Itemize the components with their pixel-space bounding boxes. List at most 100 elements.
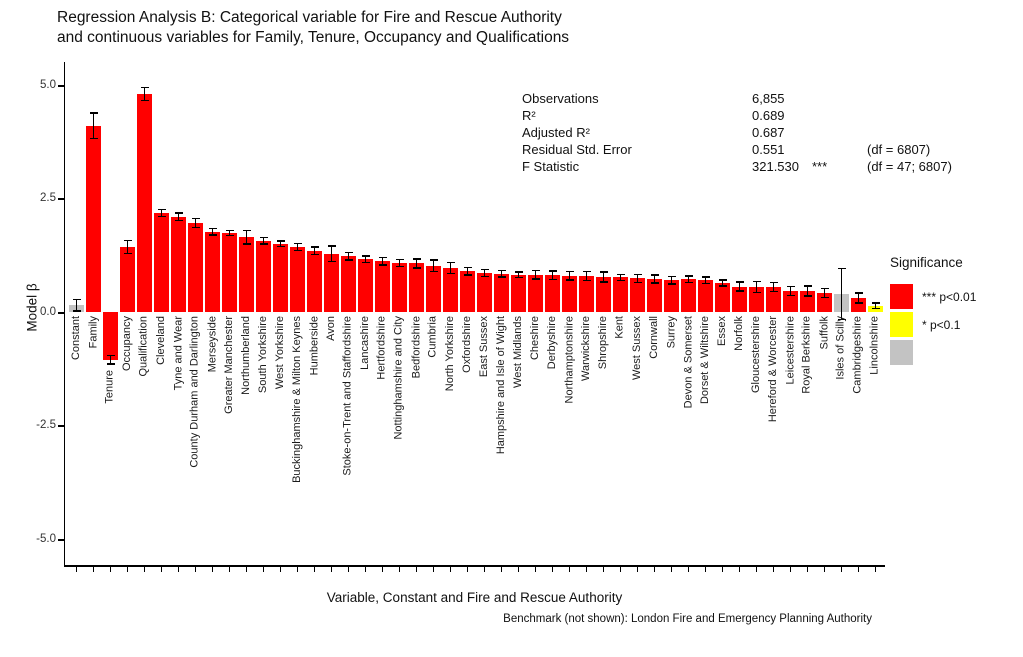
- x-tick-mark: [823, 566, 826, 572]
- bar-label: Nottinghamshire and City: [393, 316, 405, 440]
- x-tick-mark: [194, 566, 197, 572]
- bar-label: Humberside: [308, 316, 320, 376]
- error-bar-cap: [667, 283, 676, 285]
- bar: [494, 273, 509, 312]
- legend-title: Significance: [890, 255, 963, 270]
- stat-value: 321.530: [752, 159, 799, 174]
- bar-label: North Yorkshire: [444, 316, 456, 392]
- bar: [256, 240, 271, 312]
- error-bar-cap: [735, 281, 744, 283]
- bar-label: Devon & Somerset: [682, 316, 694, 409]
- error-bar-cap: [242, 229, 251, 232]
- bar: [664, 280, 679, 312]
- x-tick-mark: [398, 566, 401, 572]
- error-bar-line: [143, 87, 146, 101]
- bar: [358, 259, 373, 312]
- legend-swatch-yellow: [890, 312, 913, 337]
- error-bar-cap: [344, 251, 353, 254]
- error-bar-cap: [718, 279, 727, 281]
- bar-label: Suffolk: [818, 316, 830, 350]
- error-bar-cap: [463, 266, 472, 269]
- bar: [443, 267, 458, 312]
- error-bar-cap: [361, 255, 370, 257]
- benchmark-caption: Benchmark (not shown): London Fire and E…: [503, 613, 872, 625]
- error-bar-cap: [327, 245, 336, 247]
- error-bar-cap: [140, 99, 149, 102]
- x-tick-mark: [92, 566, 95, 572]
- error-bar-line: [262, 237, 265, 244]
- bar: [205, 231, 220, 312]
- x-tick-mark: [177, 566, 180, 572]
- x-tick-mark: [415, 566, 418, 572]
- error-bar-line: [687, 276, 690, 283]
- x-tick-mark: [330, 566, 333, 572]
- error-bar-cap: [599, 271, 608, 273]
- bar-label: Northamptonshire: [563, 316, 575, 404]
- stat-label: Residual Std. Error: [522, 142, 632, 157]
- bar: [562, 275, 577, 312]
- error-bar-cap: [242, 243, 251, 245]
- error-bar-cap: [837, 267, 846, 270]
- bar: [528, 274, 543, 312]
- error-bar-cap: [106, 354, 115, 357]
- error-bar-line: [381, 257, 384, 265]
- bar: [103, 312, 118, 360]
- error-bar-cap: [72, 298, 81, 301]
- error-bar-line: [721, 279, 724, 287]
- bar-label: Buckinghamshire & Milton Keynes: [291, 316, 303, 483]
- x-tick-mark: [483, 566, 486, 572]
- error-bar-cap: [157, 215, 166, 218]
- error-bar-cap: [531, 278, 540, 280]
- error-bar-line: [160, 209, 163, 217]
- error-bar-cap: [633, 281, 642, 284]
- bar-label: South Yorkshire: [257, 316, 269, 394]
- x-tick-mark: [313, 566, 316, 572]
- error-bar-line: [92, 113, 95, 139]
- error-bar-cap: [497, 269, 506, 272]
- error-bar-cap: [259, 236, 268, 239]
- error-bar-cap: [293, 242, 302, 245]
- error-bar-cap: [820, 296, 829, 299]
- bar: [324, 253, 339, 312]
- x-tick-mark: [126, 566, 129, 572]
- chart-panel: Constant Family Tenure Occupancy Qualificati…: [65, 62, 884, 572]
- error-bar-cap: [769, 290, 778, 293]
- bar-label: Merseyside: [206, 316, 218, 373]
- error-bar-cap: [803, 295, 812, 297]
- bar-label: Hampshire and Isle of Wight: [495, 316, 507, 455]
- x-tick-mark: [262, 566, 265, 572]
- error-bar-line: [296, 243, 299, 251]
- error-bar-line: [517, 272, 520, 278]
- error-bar-line: [364, 256, 367, 263]
- stat-label: Adjusted R²: [522, 125, 590, 140]
- x-axis-title: Variable, Constant and Fire and Rescue A…: [326, 590, 623, 605]
- bar: [681, 279, 696, 312]
- error-bar-cap: [701, 282, 710, 285]
- error-bar-line: [585, 271, 588, 281]
- error-bar-cap: [208, 227, 217, 230]
- bar-label: Cleveland: [155, 316, 167, 365]
- stat-stars: ***: [812, 159, 828, 174]
- error-bar-cap: [786, 294, 795, 297]
- bar-label: Surrey: [665, 316, 677, 349]
- error-bar-line: [483, 269, 486, 277]
- x-tick-mark: [619, 566, 622, 572]
- bar: [698, 280, 713, 312]
- legend-item-p001: *** p<0.01: [890, 284, 976, 309]
- error-bar-cap: [463, 274, 472, 276]
- bar-label: Greater Manchester: [223, 316, 235, 414]
- x-tick-mark: [211, 566, 214, 572]
- legend: Significance *** p<0.01 * p<0.1: [890, 255, 976, 368]
- error-bar-line: [874, 302, 877, 309]
- x-tick-mark: [551, 566, 554, 572]
- bar-label: Occupancy: [121, 316, 133, 372]
- error-bar-line: [738, 282, 741, 292]
- bar-label: Hertfordshire: [376, 316, 388, 380]
- x-tick-mark: [364, 566, 367, 572]
- error-bar-cap: [123, 239, 132, 242]
- y-tick-label: 2.5: [40, 192, 56, 204]
- error-bar-cap: [157, 208, 166, 211]
- x-tick-mark: [432, 566, 435, 572]
- error-bar-cap: [565, 279, 574, 281]
